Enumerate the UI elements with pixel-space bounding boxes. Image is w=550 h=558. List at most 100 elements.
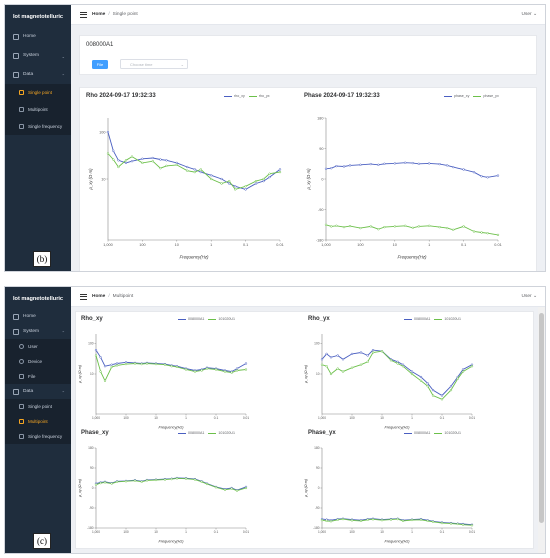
series-line-b [95,355,247,382]
x-tick-label: 10 [175,243,179,247]
data-point [133,362,137,365]
data-point [446,226,449,230]
breadcrumb-home[interactable]: Home [92,12,106,17]
nav-home-label: Home [23,34,36,39]
sidebar: Iot magnetotelluric Home System ⌄ Data ⌃ S… [5,5,71,271]
nav-file[interactable]: File [5,369,71,384]
data-point [426,519,429,523]
nav-device-label: Device [28,359,43,364]
series-line-a [107,131,281,190]
data-point [140,480,143,483]
data-point [94,348,98,352]
data-point [165,164,168,168]
nav-home[interactable]: Home [5,27,71,46]
file-icon [19,374,24,379]
data-point [350,352,354,356]
scrollbar-thumb[interactable] [539,313,544,523]
y-axis-label: ρ_xy (Ω·m) [88,168,93,191]
data-point [214,368,218,371]
data-point [336,354,339,357]
nav-data[interactable]: Data ⌃ [5,384,71,399]
data-point [359,226,362,230]
doc-icon [19,404,24,409]
x-tick-label: 1,000 [318,416,326,420]
user-menu[interactable]: User ⌄ [521,12,538,17]
y-tick-label: 90 [319,147,323,151]
y-tick-label: -180 [316,238,324,242]
scrollbar[interactable] [538,307,545,553]
data-point [223,488,227,491]
x-tick-label: 0.1 [440,530,445,534]
data-point [341,358,345,361]
x-tick-label: 1 [185,416,187,420]
data-point [324,223,328,226]
data-point [329,356,333,359]
data-point [462,225,465,228]
nav-home[interactable]: Home [5,309,71,324]
data-point [426,385,429,388]
data-point [369,162,372,166]
nav-system[interactable]: System ⌄ [5,46,71,65]
data-point [220,182,223,185]
data-point [417,162,420,165]
nav-multipoint[interactable]: Multipoint [5,414,71,429]
legend-series-b: 101020U1 [218,317,235,321]
breadcrumb-home[interactable]: Home [92,294,106,299]
data-point [486,232,489,235]
nav-user[interactable]: User [5,339,71,354]
nav-data[interactable]: Data ⌃ [5,65,71,84]
x-tick-label: 100 [139,243,145,247]
y-tick-label: 180 [88,446,94,450]
data-point [440,521,444,525]
data-point [163,478,167,481]
home-icon [13,33,19,40]
nav-system[interactable]: System ⌃ [5,324,71,339]
nav-single-frequency[interactable]: Single frequency [5,118,71,135]
chevron-up-icon: ⌃ [61,73,65,78]
data-point [336,367,339,370]
data-point [350,519,354,522]
data-point [115,364,119,367]
data-point [393,225,396,228]
rho-chart-title: Rho 2024-09-17 19:32:33 [86,93,156,99]
time-picker[interactable]: Choose time ⌄ [120,59,188,69]
data-point [254,179,258,183]
topbar: Home / Multipoint User ⌄ [71,287,545,307]
y-tick-label: 180 [317,116,323,120]
nav-single-frequency[interactable]: Single frequency [5,429,71,444]
data-point [371,351,375,354]
nav-single-point[interactable]: Single point [5,399,71,414]
data-point [106,130,110,134]
data-point [94,483,98,486]
data-point [380,519,384,522]
data-point [175,163,178,167]
rho-yx-chart: 1,000 100 10 1 0.1 0.01 100 10 Frequency(Hz) ρ_xy… [304,334,475,430]
data-point [262,179,265,183]
nav-single-point[interactable]: Single point [5,84,71,101]
data-point [410,372,414,376]
data-point [401,365,405,368]
data-point [389,359,393,362]
data-point [440,394,444,397]
data-point [431,388,435,392]
x-tick-label: 10 [393,243,397,247]
phase-yx-chart: 1,000 100 10 1 0.1 0.01 180 90 0 -90 -180 Frequency… [304,446,475,543]
data-icon [13,388,19,395]
x-tick-label: 0.01 [469,416,475,420]
file-button[interactable]: File [92,60,108,69]
data-point [278,168,282,171]
data-point [320,363,324,366]
user-menu[interactable]: User ⌄ [521,294,538,299]
hamburger-icon[interactable] [80,293,87,300]
main-content: 008000A1 File Choose time ⌄ Rho 2024-09-1… [71,25,545,271]
nav-device[interactable]: Device [5,354,71,369]
x-tick-label: 0.1 [214,416,219,420]
y-tick-label: 100 [88,341,94,345]
y-tick-label: -180 [87,526,94,530]
data-point [235,367,239,370]
chart-title-phase-yx: Phase_yx [308,430,336,436]
hamburger-icon[interactable] [80,11,87,18]
nav-multipoint[interactable]: Multipoint [5,101,71,118]
data-point [461,370,465,373]
legend-series-a: 008000A1 [188,317,205,321]
